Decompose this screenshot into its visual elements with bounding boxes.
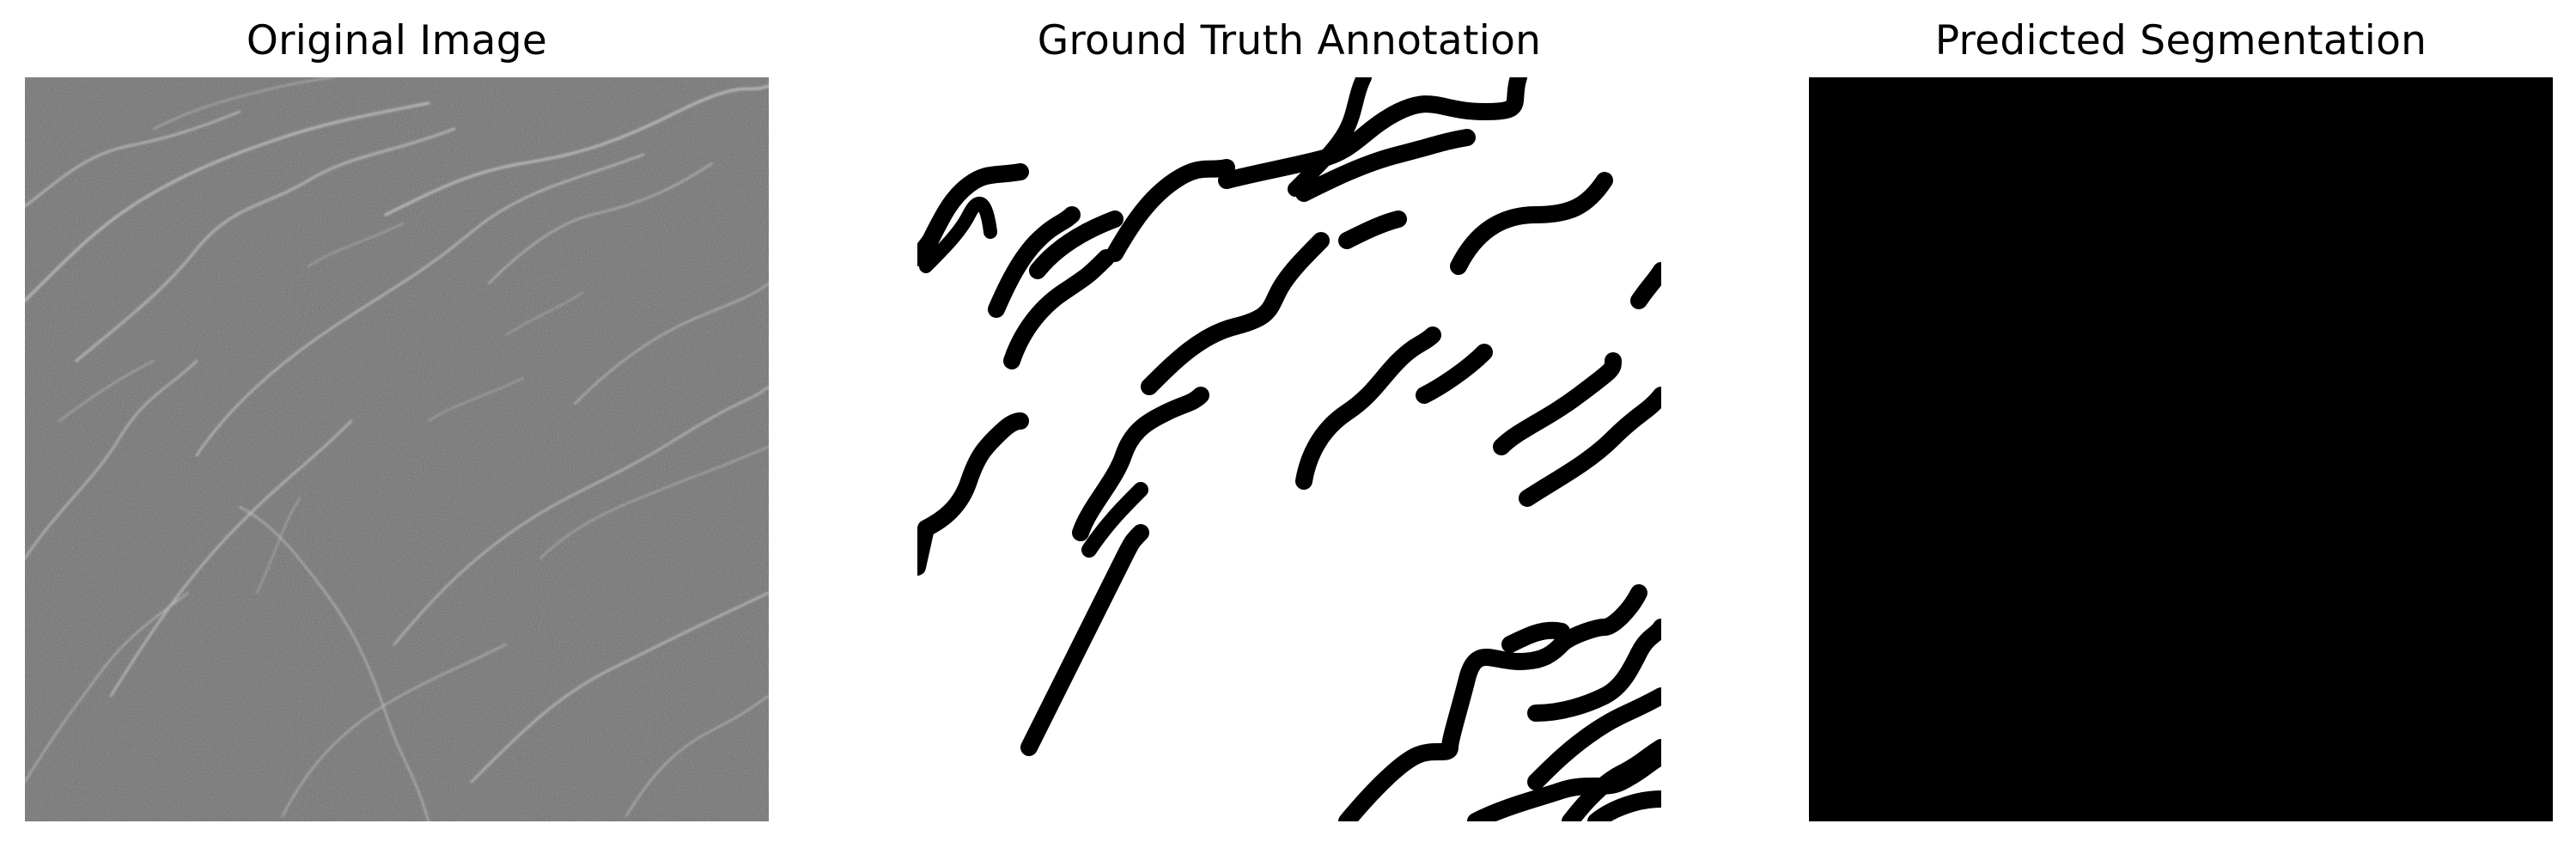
annotation-canvas: [917, 77, 1661, 821]
prediction-fill: [1809, 77, 2553, 821]
predicted-segmentation: [1809, 77, 2553, 821]
original-image-title: Original Image: [246, 17, 548, 64]
predicted-segmentation-title: Predicted Segmentation: [1934, 17, 2427, 64]
ground-truth-annotation: [917, 77, 1661, 821]
original-image: [25, 77, 769, 821]
crack-lines: [25, 77, 769, 821]
original-image-canvas: [25, 77, 769, 821]
annotation-background: [917, 77, 1661, 821]
annotation-strokes: [917, 77, 1661, 821]
ground-truth-title: Ground Truth Annotation: [1037, 17, 1542, 64]
prediction-canvas: [1809, 77, 2553, 821]
